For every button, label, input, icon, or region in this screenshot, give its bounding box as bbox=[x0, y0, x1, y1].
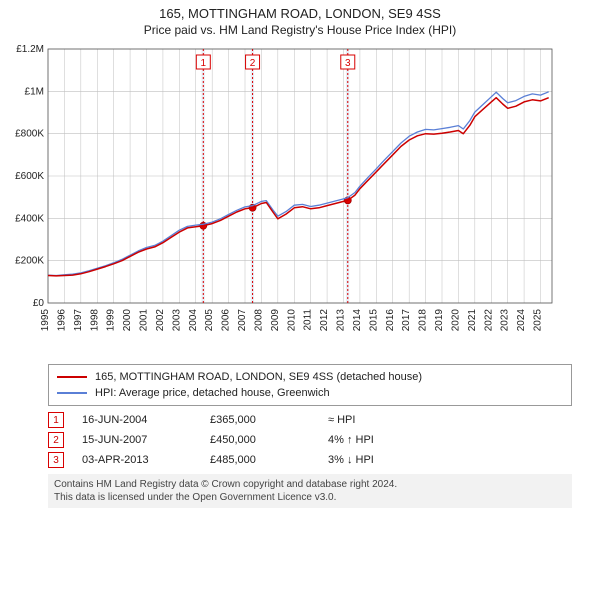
svg-text:2016: 2016 bbox=[385, 309, 396, 332]
svg-text:2014: 2014 bbox=[352, 309, 363, 332]
event-date-2: 15-JUN-2007 bbox=[82, 434, 192, 446]
svg-text:£200K: £200K bbox=[15, 256, 44, 267]
event-price-1: £365,000 bbox=[210, 414, 310, 426]
footnote-line-2: This data is licensed under the Open Gov… bbox=[54, 491, 566, 504]
legend-row-hpi: HPI: Average price, detached house, Gree… bbox=[57, 385, 563, 401]
svg-text:£0: £0 bbox=[33, 298, 45, 309]
legend-label-property: 165, MOTTINGHAM ROAD, LONDON, SE9 4SS (d… bbox=[95, 369, 422, 385]
events-table: 1 16-JUN-2004 £365,000 ≈ HPI 2 15-JUN-20… bbox=[48, 412, 572, 468]
svg-text:2018: 2018 bbox=[418, 309, 429, 332]
svg-text:£1.2M: £1.2M bbox=[16, 44, 44, 55]
event-badge-1: 1 bbox=[48, 412, 64, 428]
event-row-3: 3 03-APR-2013 £485,000 3% ↓ HPI bbox=[48, 452, 572, 468]
event-badge-2: 2 bbox=[48, 432, 64, 448]
price-chart: £0 £200K £400K £600K £800K £1M £1.2M 1995 1996 19… bbox=[0, 41, 600, 356]
page-title: 165, MOTTINGHAM ROAD, LONDON, SE9 4SS bbox=[0, 6, 600, 21]
event-price-2: £450,000 bbox=[210, 434, 310, 446]
svg-text:£600K: £600K bbox=[15, 171, 44, 182]
svg-text:2008: 2008 bbox=[253, 309, 264, 332]
event-row-2: 2 15-JUN-2007 £450,000 4% ↑ HPI bbox=[48, 432, 572, 448]
svg-text:2015: 2015 bbox=[368, 309, 379, 332]
svg-text:3: 3 bbox=[345, 58, 351, 69]
event-date-3: 03-APR-2013 bbox=[82, 454, 192, 466]
svg-text:1999: 1999 bbox=[106, 309, 117, 332]
svg-text:2005: 2005 bbox=[204, 309, 215, 332]
svg-text:£400K: £400K bbox=[15, 213, 44, 224]
svg-text:1996: 1996 bbox=[56, 309, 67, 332]
svg-text:2024: 2024 bbox=[516, 309, 527, 332]
legend-swatch-hpi bbox=[57, 392, 87, 394]
event-rel-1: ≈ HPI bbox=[328, 414, 408, 426]
svg-text:2023: 2023 bbox=[500, 309, 511, 332]
svg-text:2020: 2020 bbox=[450, 309, 461, 332]
footnote-line-1: Contains HM Land Registry data © Crown c… bbox=[54, 478, 566, 491]
svg-text:2006: 2006 bbox=[221, 309, 232, 332]
svg-text:2004: 2004 bbox=[188, 309, 199, 332]
svg-text:1997: 1997 bbox=[73, 309, 84, 332]
svg-text:2017: 2017 bbox=[401, 309, 412, 332]
svg-text:1998: 1998 bbox=[89, 309, 100, 332]
legend-box: 165, MOTTINGHAM ROAD, LONDON, SE9 4SS (d… bbox=[48, 364, 572, 406]
svg-text:2010: 2010 bbox=[286, 309, 297, 332]
svg-text:2000: 2000 bbox=[122, 309, 133, 332]
svg-text:2019: 2019 bbox=[434, 309, 445, 332]
chart-svg: £0 £200K £400K £600K £800K £1M £1.2M 1995 1996 19… bbox=[0, 41, 560, 351]
legend-swatch-property bbox=[57, 376, 87, 378]
event-rel-3: 3% ↓ HPI bbox=[328, 454, 408, 466]
svg-text:2011: 2011 bbox=[303, 309, 314, 331]
footnote: Contains HM Land Registry data © Crown c… bbox=[48, 474, 572, 508]
svg-text:£800K: £800K bbox=[15, 129, 44, 140]
page-subtitle: Price paid vs. HM Land Registry's House … bbox=[0, 23, 600, 37]
svg-text:2013: 2013 bbox=[336, 309, 347, 332]
svg-text:2012: 2012 bbox=[319, 309, 330, 332]
svg-text:£1M: £1M bbox=[25, 86, 44, 97]
svg-text:2003: 2003 bbox=[171, 309, 182, 332]
svg-text:2009: 2009 bbox=[270, 309, 281, 332]
legend-label-hpi: HPI: Average price, detached house, Gree… bbox=[95, 385, 330, 401]
svg-text:2001: 2001 bbox=[139, 309, 150, 332]
svg-text:1: 1 bbox=[201, 58, 207, 69]
event-price-3: £485,000 bbox=[210, 454, 310, 466]
svg-text:2025: 2025 bbox=[533, 309, 544, 332]
legend-row-property: 165, MOTTINGHAM ROAD, LONDON, SE9 4SS (d… bbox=[57, 369, 563, 385]
svg-text:2: 2 bbox=[250, 58, 256, 69]
event-row-1: 1 16-JUN-2004 £365,000 ≈ HPI bbox=[48, 412, 572, 428]
svg-text:2022: 2022 bbox=[483, 309, 494, 332]
event-date-1: 16-JUN-2004 bbox=[82, 414, 192, 426]
event-badge-3: 3 bbox=[48, 452, 64, 468]
svg-text:2007: 2007 bbox=[237, 309, 248, 332]
svg-text:2021: 2021 bbox=[467, 309, 478, 332]
event-rel-2: 4% ↑ HPI bbox=[328, 434, 408, 446]
svg-text:2002: 2002 bbox=[155, 309, 166, 332]
svg-text:1995: 1995 bbox=[40, 309, 51, 332]
